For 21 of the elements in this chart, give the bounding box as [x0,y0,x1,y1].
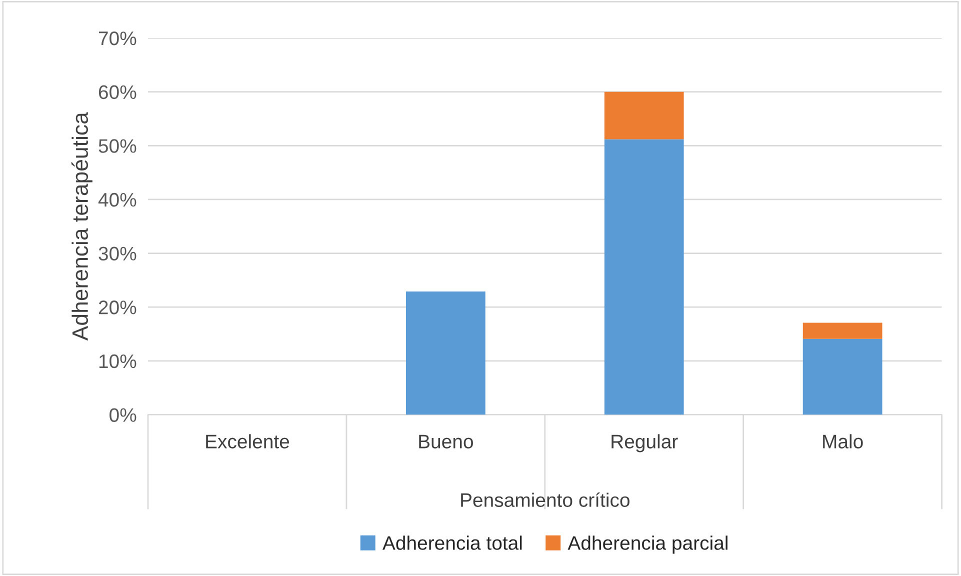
y-tick-label: 60% [98,85,136,100]
bar [604,92,684,140]
y-axis-title: Adherencia terapéutica [71,112,92,341]
x-tick-label: Malo [823,434,863,448]
bar [604,139,684,415]
y-tick-label: 30% [98,246,136,261]
x-axis-title: Pensamiento crítico [461,492,630,507]
y-tick-label: 0% [110,408,136,422]
legend-label: Adherencia total [382,536,522,550]
y-tick-label: 50% [98,139,136,153]
legend-label: Adherencia parcial [568,536,728,554]
bar [802,338,882,415]
y-tick-label: 40% [98,192,136,207]
y-tick-label: 70% [98,31,136,46]
x-tick-label: Regular [612,434,678,452]
bar [802,322,882,339]
y-tick-label: 10% [99,354,136,368]
x-tick-label: Excelente [206,434,290,448]
y-tick-label: 20% [98,300,136,314]
x-tick-label: Bueno [419,434,473,448]
bar [406,291,486,415]
